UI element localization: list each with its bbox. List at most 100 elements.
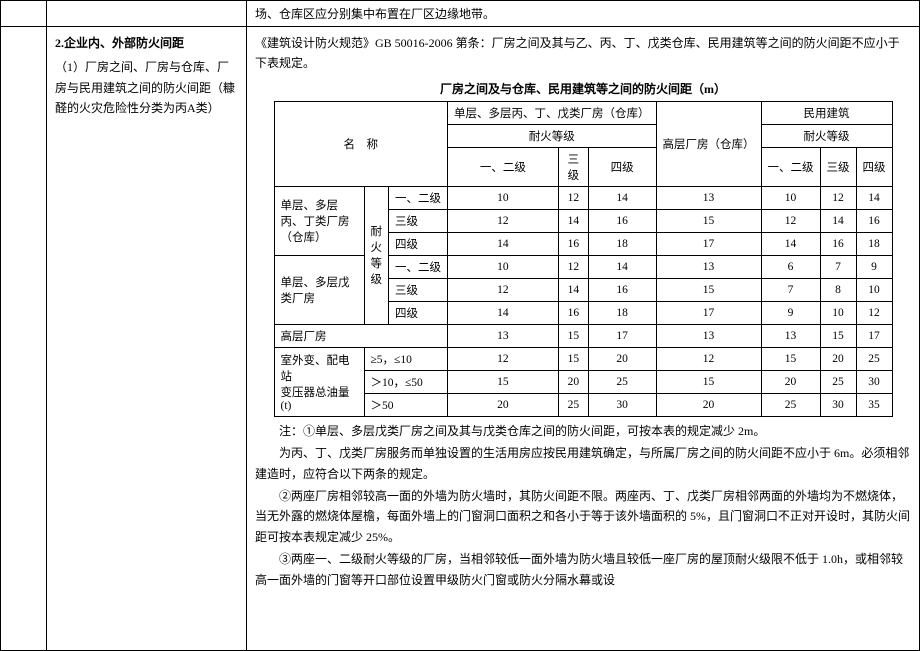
fire-distance-table: 名 称 单层、多层丙、丁、戊类厂房（仓库） 高层厂房（仓库） 民用建筑 耐火等级…: [274, 101, 893, 417]
h-fire2: 耐火等级: [761, 124, 892, 147]
tr1-3: 12: [656, 347, 761, 370]
main-row: 2.企业内、外部防火间距 （1）厂房之间、厂房与仓库、厂房与民用建筑之间的防火间…: [1, 27, 920, 651]
hr-0: 13: [448, 324, 559, 347]
g1r3-1: 16: [558, 232, 588, 255]
g2r2-3: 15: [656, 278, 761, 301]
h-name: 名 称: [274, 101, 448, 186]
tr2-3: 15: [656, 370, 761, 393]
h-c12a: 一、二级: [448, 147, 559, 186]
tr3-0: 20: [448, 393, 559, 416]
citation-text: 《建筑设计防火规范》GB 50016-2006 第条：厂房之间及其与乙、丙、丁、…: [255, 33, 911, 74]
tr3-lv: ＞50: [364, 393, 448, 416]
tr1-5: 20: [820, 347, 856, 370]
g2r2-lv: 三级: [389, 278, 448, 301]
tr2-2: 25: [588, 370, 656, 393]
g1r1-3: 13: [656, 186, 761, 209]
g2r3-2: 18: [588, 301, 656, 324]
g1r2-0: 12: [448, 209, 559, 232]
tr2-4: 20: [761, 370, 820, 393]
note-1b: 为丙、丁、戊类厂房服务而单独设置的生活用房应按民用建筑确定，与所属厂房之间的防火…: [255, 443, 911, 484]
tr1-lv: ≥5，≤10: [364, 347, 448, 370]
tr2-1: 20: [558, 370, 588, 393]
tr1-0: 12: [448, 347, 559, 370]
trh-l1-s1: 室外变、配电站: [281, 355, 350, 383]
g1r2-6: 16: [856, 209, 892, 232]
g2r3-0: 14: [448, 301, 559, 324]
tr3-2: 30: [588, 393, 656, 416]
left-section-title: 2.企业内、外部防火间距: [55, 33, 238, 53]
h-group2: 高层厂房（仓库）: [656, 101, 761, 186]
hr-2: 17: [588, 324, 656, 347]
g1r1-2: 14: [588, 186, 656, 209]
tr2-6: 30: [856, 370, 892, 393]
h-group3: 民用建筑: [761, 101, 892, 124]
g1r2-5: 14: [820, 209, 856, 232]
g2r2-1: 14: [558, 278, 588, 301]
tr1-4: 15: [761, 347, 820, 370]
g1r2-lv: 三级: [389, 209, 448, 232]
top-left-cell: [1, 1, 47, 27]
g1r1-5: 12: [820, 186, 856, 209]
g1-label: 单层、多层丙、丁类厂房（仓库）: [274, 186, 364, 255]
g1r1-1: 12: [558, 186, 588, 209]
inner-table-title: 厂房之间及与仓库、民用建筑等之间的防火间距（m）: [255, 80, 911, 97]
tr3-5: 30: [820, 393, 856, 416]
g1r1-4: 10: [761, 186, 820, 209]
g2r1-4: 6: [761, 255, 820, 278]
trh-l1: 室外变、配电站 变压器总油量(t): [274, 347, 364, 416]
g2r2-4: 7: [761, 278, 820, 301]
g2r1-5: 7: [820, 255, 856, 278]
g1r2-3: 15: [656, 209, 761, 232]
g1r3-5: 16: [820, 232, 856, 255]
g2r2-5: 8: [820, 278, 856, 301]
h-c4b: 四级: [856, 147, 892, 186]
g1r2-1: 14: [558, 209, 588, 232]
hr-label: 高层厂房: [274, 324, 448, 347]
g2r3-3: 17: [656, 301, 761, 324]
g2r1-0: 10: [448, 255, 559, 278]
note-1: 注：①单层、多层戊类厂房之间及其与戊类仓库之间的防火间距，可按本表的规定减少 2…: [255, 421, 911, 441]
main-right-cell: 《建筑设计防火规范》GB 50016-2006 第条：厂房之间及其与乙、丙、丁、…: [247, 27, 920, 651]
g2r2-0: 12: [448, 278, 559, 301]
g2r2-2: 16: [588, 278, 656, 301]
g1r3-2: 18: [588, 232, 656, 255]
tr3-3: 20: [656, 393, 761, 416]
g2r3-4: 9: [761, 301, 820, 324]
tr3-1: 25: [558, 393, 588, 416]
g1r3-0: 14: [448, 232, 559, 255]
h-fire1: 耐火等级: [448, 124, 657, 147]
g2-label: 单层、多层戊类厂房: [274, 255, 364, 324]
g2r1-lv: 一、二级: [389, 255, 448, 278]
g2r1-6: 9: [856, 255, 892, 278]
g1r1-lv: 一、二级: [389, 186, 448, 209]
tr2-lv: ＞10，≤50: [364, 370, 448, 393]
notes-block: 注：①单层、多层戊类厂房之间及其与戊类仓库之间的防火间距，可按本表的规定减少 2…: [255, 421, 911, 590]
left-section: 2.企业内、外部防火间距 （1）厂房之间、厂房与仓库、厂房与民用建筑之间的防火间…: [55, 33, 238, 119]
g1r1-6: 14: [856, 186, 892, 209]
h-c12b: 一、二级: [761, 147, 820, 186]
left-section-body: （1）厂房之间、厂房与仓库、厂房与民用建筑之间的防火间距（糠醛的火灾危险性分类为…: [55, 57, 238, 118]
main-mid-cell: 2.企业内、外部防火间距 （1）厂房之间、厂房与仓库、厂房与民用建筑之间的防火间…: [47, 27, 247, 651]
trh-l1-s2: 变压器总油量(t): [281, 387, 350, 412]
g1r1-0: 10: [448, 186, 559, 209]
hr-5: 15: [820, 324, 856, 347]
h-c4a: 四级: [588, 147, 656, 186]
top-row: 场、仓库区应分别集中布置在厂区边缘地带。: [1, 1, 920, 27]
tr3-4: 25: [761, 393, 820, 416]
g2r1-2: 14: [588, 255, 656, 278]
g1r2-2: 16: [588, 209, 656, 232]
top-right-cell: 场、仓库区应分别集中布置在厂区边缘地带。: [247, 1, 920, 27]
g1r2-4: 12: [761, 209, 820, 232]
tr2-0: 15: [448, 370, 559, 393]
hr-3: 13: [656, 324, 761, 347]
top-mid-cell: [47, 1, 247, 27]
g2r3-lv: 四级: [389, 301, 448, 324]
g2r3-1: 16: [558, 301, 588, 324]
g2r3-6: 12: [856, 301, 892, 324]
g2r2-6: 10: [856, 278, 892, 301]
g2r1-3: 13: [656, 255, 761, 278]
g1r3-6: 18: [856, 232, 892, 255]
tr1-6: 25: [856, 347, 892, 370]
tr1-2: 20: [588, 347, 656, 370]
outer-layout-table: 场、仓库区应分别集中布置在厂区边缘地带。 2.企业内、外部防火间距 （1）厂房之…: [0, 0, 920, 651]
